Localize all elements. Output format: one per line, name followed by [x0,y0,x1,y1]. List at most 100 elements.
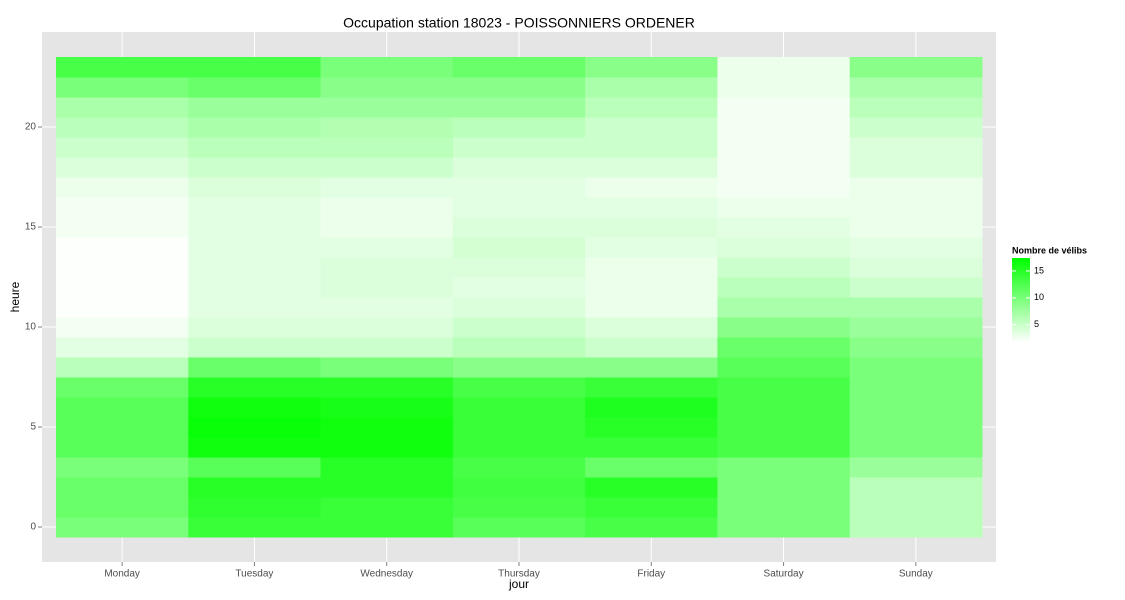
colorbar-step [1012,333,1030,337]
tile [717,57,851,78]
tile [188,457,322,478]
tile [56,437,189,458]
colorbar-step [1012,308,1030,311]
tile [849,417,983,438]
tile [56,377,189,398]
colorbar-step [1012,335,1030,339]
colorbar-step [1012,306,1030,309]
colorbar-step [1012,329,1030,332]
tile [717,157,851,178]
tile [452,457,586,478]
tile [717,117,851,138]
tile [452,317,586,338]
tile [452,137,586,158]
tile [452,57,586,78]
tile [585,337,718,358]
tile [849,337,983,358]
tile [717,437,851,458]
tile [56,317,189,338]
tile [849,397,983,418]
tile [320,357,454,378]
tile [56,277,189,298]
tile [717,77,851,98]
tile [188,77,322,98]
tile [849,77,983,98]
tile [585,217,718,238]
tile [717,297,851,318]
tile [717,457,851,478]
tile [452,157,586,178]
tile [849,297,983,318]
tile [717,137,851,158]
colorbar-step [1012,337,1030,341]
tile [452,477,586,498]
tile [452,177,586,198]
tile [56,457,189,478]
tile [849,157,983,178]
tile [452,97,586,118]
colorbar-step [1012,258,1030,261]
colorbar-step [1012,276,1030,280]
tile [56,117,189,138]
tile [585,417,718,438]
axes: 0 5 10 15 20 Monday Tuesday Wednesday Thursday Fr… [25,122,933,580]
x-tick-label: Wednesday [360,569,413,580]
colorbar-step [1012,300,1030,303]
y-tick-label: 20 [25,122,37,133]
tile [585,117,718,138]
colorbar-step [1012,316,1030,320]
colorbar-step [1012,266,1030,269]
tile [849,217,983,238]
tile [320,57,454,78]
tile [452,417,586,438]
tile [188,317,322,338]
tile [188,117,322,138]
tile [585,457,718,478]
colorbar-step [1012,302,1030,305]
tile [717,237,851,258]
tile [188,277,322,298]
tile [849,117,983,138]
tile [452,237,586,258]
colorbar-step [1012,331,1030,335]
colorbar-step [1012,293,1030,297]
tile [452,497,586,518]
tile [849,437,983,458]
tile [56,97,189,118]
tile [452,397,586,418]
tile [56,257,189,278]
colorbar-label: 5 [1034,319,1039,329]
tile [585,357,718,378]
colorbar-step [1012,274,1030,278]
tile [585,477,718,498]
tile [585,377,718,398]
colorbar-step [1012,264,1030,267]
tile [849,237,983,258]
colorbar-step [1012,270,1030,274]
tile [188,497,322,518]
tile [188,337,322,358]
tile [452,357,586,378]
tile [849,457,983,478]
tile [452,377,586,398]
tile [56,417,189,438]
tile [188,57,322,78]
tile [585,137,718,158]
tile [56,297,189,318]
tile [320,297,454,318]
tile [452,257,586,278]
tile [320,477,454,498]
tile [585,237,718,258]
tile [188,417,322,438]
tile [320,117,454,138]
tiles [56,57,983,538]
tile [188,477,322,498]
tile [188,97,322,118]
tile [849,57,983,78]
colorbar-step [1012,281,1030,284]
tile [452,517,586,538]
tile [849,257,983,278]
colorbar-step [1012,297,1030,301]
tile [849,357,983,378]
